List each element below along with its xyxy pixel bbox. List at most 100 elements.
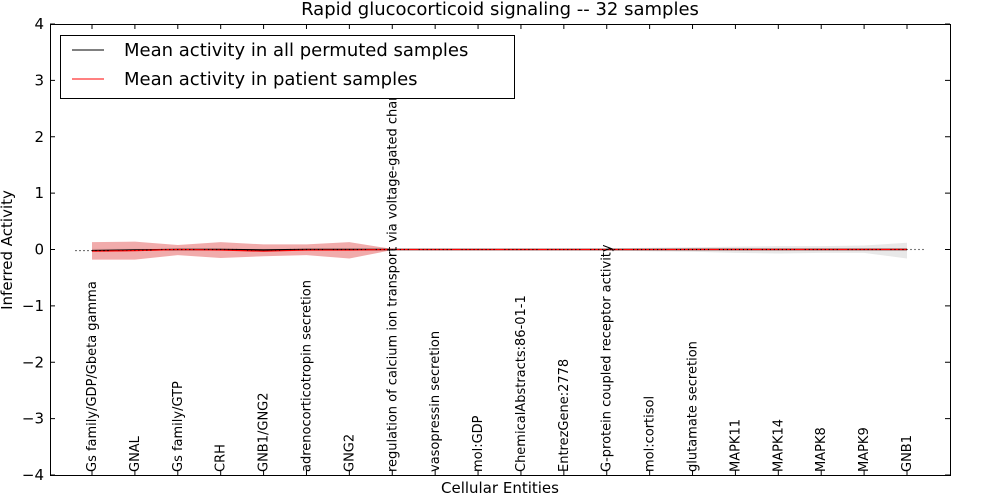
mean-dot bbox=[773, 248, 775, 251]
mean-dot bbox=[204, 248, 206, 251]
mean-dot bbox=[379, 248, 381, 251]
mean-dot bbox=[91, 250, 93, 252]
mean-dot bbox=[707, 248, 710, 251]
mean-dot bbox=[216, 248, 218, 251]
mean-dot bbox=[434, 248, 436, 251]
mean-dot bbox=[914, 248, 916, 251]
mean-dot bbox=[890, 248, 892, 251]
mean-dot bbox=[820, 248, 822, 251]
mean-dot bbox=[602, 248, 604, 251]
legend-box bbox=[60, 35, 515, 99]
mean-dot bbox=[598, 248, 600, 251]
x-category-label: mol:GDP bbox=[471, 415, 486, 472]
y-tick-label: 0 bbox=[34, 241, 44, 259]
mean-dot bbox=[309, 248, 312, 251]
mean-dot bbox=[383, 248, 385, 251]
mean-dot bbox=[293, 248, 296, 251]
mean-dot bbox=[855, 248, 857, 251]
mean-dot bbox=[738, 248, 741, 251]
mean-dot bbox=[422, 248, 424, 251]
mean-dot bbox=[555, 248, 557, 251]
mean-dot bbox=[867, 248, 869, 251]
mean-dot bbox=[403, 248, 405, 251]
mean-dot bbox=[150, 249, 152, 251]
mean-dot bbox=[344, 248, 346, 251]
mean-dot bbox=[551, 248, 553, 251]
x-category-label: CRH bbox=[214, 444, 229, 472]
mean-dot bbox=[442, 248, 444, 251]
mean-dot bbox=[99, 250, 101, 252]
x-category-label: MAPK8 bbox=[814, 427, 829, 472]
mean-dot bbox=[407, 248, 409, 251]
mean-dot bbox=[236, 248, 238, 251]
mean-dot bbox=[356, 248, 358, 251]
mean-dot bbox=[594, 248, 596, 251]
mean-dot bbox=[391, 248, 393, 251]
mean-dot bbox=[142, 249, 144, 251]
mean-dot bbox=[528, 248, 530, 251]
mean-dot bbox=[661, 248, 663, 251]
mean-dot bbox=[418, 248, 420, 251]
mean-dot bbox=[430, 248, 432, 251]
mean-dot bbox=[220, 248, 222, 251]
mean-dot bbox=[262, 249, 265, 251]
mean-dot bbox=[902, 248, 904, 251]
mean-dot bbox=[146, 249, 148, 251]
x-category-label: Gs family/GTP bbox=[171, 381, 186, 472]
mean-dot bbox=[645, 248, 647, 251]
mean-dot bbox=[722, 248, 725, 251]
mean-dot bbox=[289, 248, 292, 251]
mean-dot bbox=[177, 248, 179, 251]
mean-dot bbox=[563, 248, 565, 251]
mean-dot bbox=[789, 248, 791, 251]
mean-dot bbox=[859, 248, 861, 251]
mean-dot bbox=[734, 248, 737, 251]
mean-dot bbox=[317, 248, 320, 251]
mean-dot bbox=[232, 248, 234, 251]
y-tick-label: 1 bbox=[34, 184, 44, 202]
legend: Mean activity in all permuted samples Me… bbox=[60, 35, 515, 99]
mean-dot bbox=[274, 249, 277, 251]
mean-dot bbox=[699, 248, 702, 251]
mean-dot bbox=[665, 248, 667, 251]
x-category-label: Gs family/GDP/Gbeta gamma bbox=[85, 281, 100, 472]
mean-dot bbox=[446, 248, 448, 251]
mean-dot bbox=[765, 248, 767, 251]
y-tick-label: 3 bbox=[34, 71, 44, 89]
mean-dot bbox=[185, 248, 187, 251]
mean-dot bbox=[718, 248, 721, 251]
mean-dot bbox=[726, 248, 729, 251]
mean-dot bbox=[804, 248, 806, 251]
mean-dot bbox=[161, 248, 163, 251]
mean-dot bbox=[633, 248, 635, 251]
mean-dot bbox=[122, 249, 124, 251]
mean-dot bbox=[863, 248, 865, 251]
mean-dot bbox=[567, 248, 569, 251]
mean-dot bbox=[387, 248, 389, 251]
mean-dot bbox=[173, 248, 175, 251]
mean-dot bbox=[547, 248, 549, 251]
x-category-label: glutamate secretion bbox=[686, 341, 701, 472]
mean-dot bbox=[395, 248, 397, 251]
mean-dot bbox=[824, 248, 826, 251]
mean-dot bbox=[228, 248, 230, 251]
mean-dot bbox=[524, 248, 526, 251]
mean-dot bbox=[297, 248, 300, 251]
mean-dot bbox=[224, 248, 226, 251]
mean-dot bbox=[571, 248, 573, 251]
mean-dot bbox=[138, 249, 140, 251]
x-category-label: GNAL bbox=[128, 435, 143, 472]
mean-dot bbox=[683, 248, 686, 251]
mean-dot bbox=[340, 248, 342, 251]
mean-dot bbox=[793, 248, 795, 251]
mean-dot bbox=[103, 250, 105, 252]
mean-dot bbox=[649, 248, 651, 251]
mean-dot bbox=[352, 248, 354, 251]
mean-dot bbox=[610, 248, 612, 251]
mean-dot bbox=[653, 248, 655, 251]
x-category-label: GNB1 bbox=[900, 435, 915, 472]
mean-dot bbox=[808, 248, 810, 251]
mean-dot bbox=[301, 248, 304, 251]
mean-dot bbox=[485, 248, 487, 251]
